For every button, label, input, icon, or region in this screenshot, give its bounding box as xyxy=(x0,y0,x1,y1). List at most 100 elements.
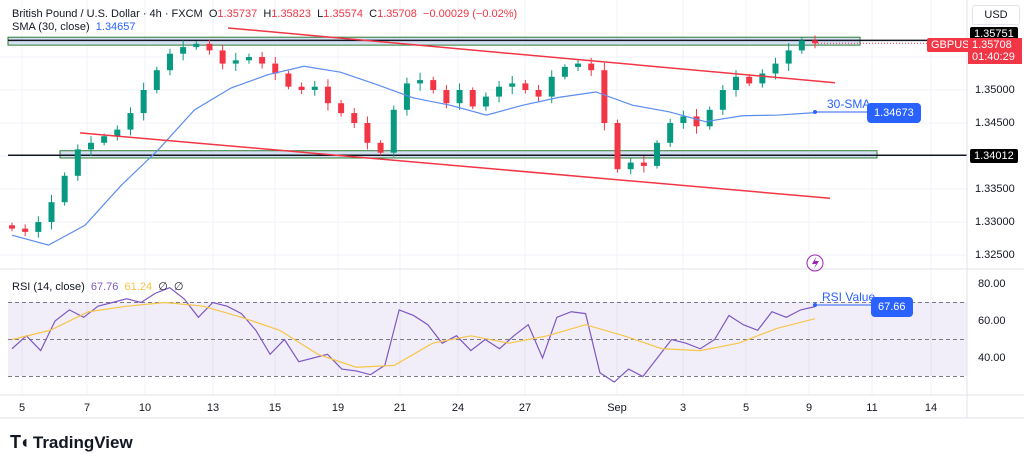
upper-channel-line xyxy=(227,27,836,84)
candle-down xyxy=(364,123,371,143)
rsi-line xyxy=(11,287,816,383)
candle-up xyxy=(35,222,42,232)
candle-down xyxy=(219,50,226,64)
candle-down xyxy=(338,103,345,114)
support-zone xyxy=(59,150,878,159)
candle-up xyxy=(48,202,55,222)
support-price-tag: 1.34012 xyxy=(970,149,1018,163)
close-value: 1.35708 xyxy=(377,8,417,20)
candle-down xyxy=(430,80,437,90)
sma-legend-value: 1.34657 xyxy=(95,21,136,33)
sma-annotation-dot xyxy=(813,110,817,114)
price-tick: 1.33500 xyxy=(975,183,1015,195)
last-price: 1.35708 xyxy=(972,39,1012,51)
candle-down xyxy=(285,73,292,87)
candle-down xyxy=(535,90,542,97)
rsi-ma-line xyxy=(11,301,816,368)
candle-down xyxy=(640,162,647,166)
candle-up xyxy=(627,162,634,170)
rsi-annotation-label: RSI Value xyxy=(822,290,876,304)
candle-up xyxy=(733,76,740,90)
sma-legend[interactable]: SMA (30, close) 1.34657 xyxy=(12,21,136,33)
candle-up xyxy=(114,129,121,137)
low-label: L xyxy=(317,8,324,20)
low-value: 1.35574 xyxy=(323,8,364,20)
rsi-tick: 60.00 xyxy=(978,315,1006,327)
sma-annotation-label: 30-SMA xyxy=(827,97,871,111)
rsi-legend[interactable]: RSI (14, close) 67.76 61.24 ∅ ∅ xyxy=(12,280,184,293)
rsi-legend-value: 67.76 xyxy=(90,281,119,293)
candle-up xyxy=(509,83,516,87)
candle-up xyxy=(785,50,792,64)
high-value: 1.35823 xyxy=(271,8,312,20)
time-tick: 21 xyxy=(393,402,407,414)
candle-down xyxy=(351,113,358,123)
candle-up xyxy=(482,96,489,107)
symbol-tag: GBPUSD xyxy=(927,38,982,52)
candle-down xyxy=(588,63,595,71)
last-price-tag: 1.35708 01:40:29 xyxy=(968,38,1022,64)
rsi-tick: 40.00 xyxy=(978,352,1006,364)
change-value: −0.00029 (−0.02%) xyxy=(423,8,518,20)
candle-up xyxy=(759,73,766,84)
open-label: O xyxy=(208,8,218,20)
hidden-value-icon: ∅ xyxy=(158,281,168,293)
candle-up xyxy=(101,136,108,143)
candle-up xyxy=(180,47,187,54)
candle-up xyxy=(166,53,173,71)
candle-down xyxy=(272,63,279,74)
candle-down xyxy=(324,86,331,104)
lightning-icon-glyph xyxy=(812,257,819,269)
candle-down xyxy=(469,90,476,107)
candle-up xyxy=(153,70,160,90)
lightning-icon[interactable] xyxy=(806,254,824,272)
symbol-header: British Pound / U.S. Dollar · 4h · FXCM … xyxy=(12,8,517,20)
candle-up xyxy=(87,142,94,150)
time-tick: 19 xyxy=(331,402,345,414)
candle-up xyxy=(245,57,252,61)
candle-down xyxy=(601,70,608,123)
tradingview-logo-icon: T◖ xyxy=(10,432,30,452)
candle-down xyxy=(443,90,450,104)
candle-up xyxy=(706,109,713,127)
price-tick: 1.33000 xyxy=(975,216,1015,228)
candle-up xyxy=(311,86,318,90)
resistance-price-tag: 1.35751 xyxy=(970,27,1018,41)
sma-annotation-value: 1.34673 xyxy=(867,103,921,123)
candle-down xyxy=(614,123,621,170)
sma-line xyxy=(11,65,816,246)
time-tick: 5 xyxy=(742,402,750,414)
candle-up xyxy=(232,60,239,64)
candle-down xyxy=(259,57,266,64)
time-tick: 9 xyxy=(805,402,813,414)
high-label: H xyxy=(263,8,272,20)
rsi-ma-value: 61.24 xyxy=(124,281,153,293)
candles xyxy=(9,35,818,238)
candle-up xyxy=(193,43,200,48)
candle-up xyxy=(74,149,81,176)
currency-button[interactable]: USD xyxy=(972,5,1020,25)
candle-up xyxy=(575,63,582,67)
candle-up xyxy=(772,63,779,74)
candle-down xyxy=(693,116,700,127)
candle-up xyxy=(548,76,555,97)
price-tick: 1.35000 xyxy=(975,84,1015,96)
time-tick: Sep xyxy=(607,402,627,414)
tradingview-logo[interactable]: T◖ TradingView xyxy=(10,432,133,453)
time-tick: 3 xyxy=(679,402,687,414)
candle-up xyxy=(390,109,397,153)
candle-down xyxy=(812,40,818,44)
open-value: 1.35737 xyxy=(217,8,258,20)
time-tick: 14 xyxy=(924,402,938,414)
time-tick: 13 xyxy=(206,402,220,414)
price-tick: 1.34500 xyxy=(975,117,1015,129)
candle-down xyxy=(9,225,15,229)
candle-up xyxy=(680,116,687,123)
candle-up xyxy=(127,113,134,130)
candle-up xyxy=(719,90,726,110)
candle-up xyxy=(140,90,147,114)
candle-down xyxy=(522,83,529,90)
price-tick: 1.32500 xyxy=(975,249,1015,261)
candle-up xyxy=(798,40,805,51)
